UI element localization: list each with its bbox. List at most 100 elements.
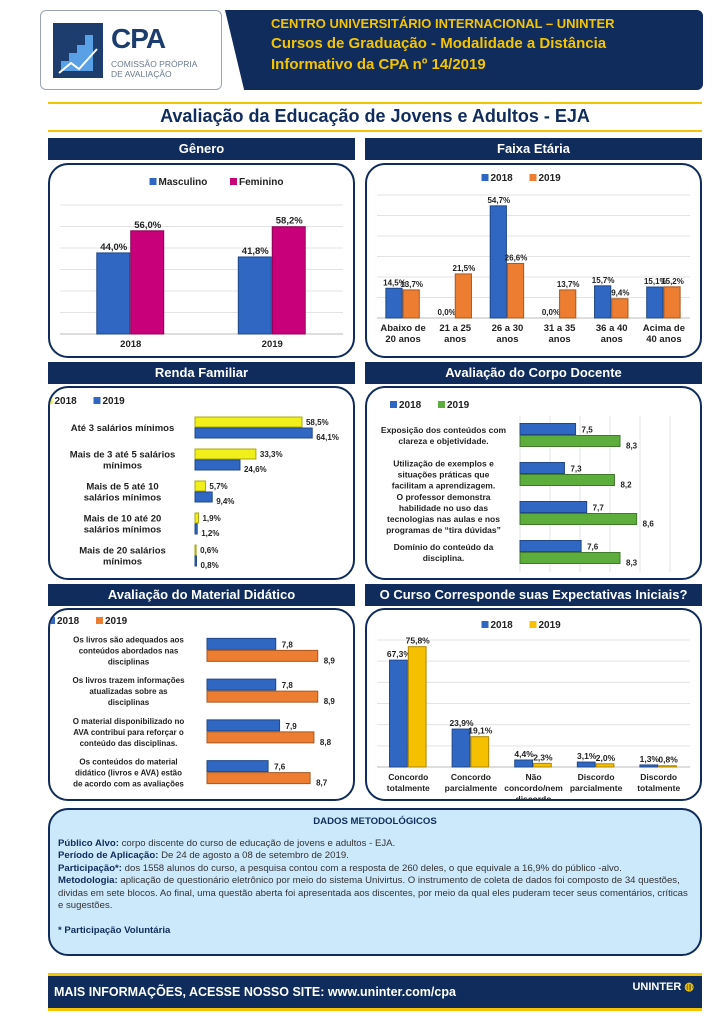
- data-label: 9,4%: [611, 289, 629, 298]
- data-label: 1,2%: [201, 529, 219, 538]
- category-label: concordo/nem: [504, 783, 563, 793]
- category-label: clareza e objetividade.: [398, 436, 488, 446]
- data-label: 9,4%: [216, 497, 234, 506]
- methodology-box: DADOS METODOLÓGICOS Público Alvo: corpo …: [48, 808, 702, 956]
- bar: [194, 555, 197, 567]
- logo-subtitle: COMISSÃO PRÓPRIA DE AVALIAÇÃO: [111, 59, 197, 79]
- data-label: 2,0%: [596, 753, 616, 763]
- category-label: 2019: [262, 339, 283, 350]
- bar: [206, 649, 319, 662]
- bar: [206, 690, 319, 703]
- category-label: Não: [525, 772, 541, 782]
- bar: [237, 256, 272, 335]
- legend-label: 2019: [539, 173, 562, 184]
- label: Participação*:: [58, 862, 122, 874]
- category-label: totalmente: [637, 783, 680, 793]
- category-label: Os livros são adequados aos: [73, 635, 184, 644]
- chart-corpo-docente: 2018 2019 7,5 8,3 Exposição dos conteúdos co…: [365, 386, 702, 580]
- bar: [489, 205, 507, 319]
- bar: [506, 262, 525, 319]
- bar: [194, 448, 257, 460]
- data-label: 14,5%: [383, 278, 406, 287]
- bar: [514, 759, 534, 768]
- bar: [559, 289, 577, 319]
- data-label: 8,9: [324, 697, 336, 706]
- bar: [407, 646, 427, 768]
- category-label: Os livros trazem informações: [72, 676, 185, 685]
- legend-swatch: [50, 397, 53, 404]
- divider: [48, 130, 702, 132]
- legend-swatch: [96, 617, 103, 624]
- category-label: 2018: [120, 339, 141, 350]
- bar: [646, 286, 664, 319]
- category-label: disciplinas: [108, 698, 150, 707]
- data-label: 4,4%: [514, 749, 534, 759]
- application-period: Período de Aplicação: De 24 de agosto a …: [58, 850, 692, 863]
- data-label: 75,8%: [406, 636, 431, 646]
- legend-label: Feminino: [239, 177, 283, 188]
- data-label: 7,8: [282, 640, 294, 649]
- target-audience: Público Alvo: corpo discente do curso de…: [58, 838, 692, 851]
- value: aplicação de questionário eletrônico por…: [58, 875, 688, 911]
- bar: [519, 435, 621, 447]
- label: Período de Aplicação:: [58, 850, 159, 861]
- category-label: de acordo com as avaliações: [73, 780, 184, 789]
- category-label: O professor demonstra: [397, 492, 491, 502]
- data-label: 7,5: [582, 426, 594, 435]
- data-label: 15,7%: [592, 276, 615, 285]
- legend-label: 2018: [491, 173, 514, 184]
- bar-chart-stairs-icon: [53, 23, 103, 78]
- bar: [385, 287, 403, 319]
- value: corpo discente do curso de educação de j…: [118, 837, 396, 849]
- legend-swatch: [390, 401, 397, 408]
- bar: [206, 678, 277, 691]
- legend-swatch: [93, 397, 101, 404]
- bar: [611, 298, 629, 319]
- footer-link[interactable]: MAIS INFORMAÇÕES, ACESSE NOSSO SITE: www…: [54, 985, 456, 999]
- data-label: 8,6: [643, 520, 655, 529]
- bulletin-number: Informativo da CPA nº 14/2019: [271, 56, 486, 73]
- data-label: 26,6%: [505, 253, 528, 262]
- legend-swatch: [149, 178, 157, 185]
- category-label: Discordo: [578, 772, 615, 782]
- data-label: 56,0%: [134, 220, 161, 231]
- category-label: 21 a 25: [439, 323, 471, 334]
- category-label: Domínio do conteúdo da: [394, 542, 494, 552]
- bar: [519, 423, 577, 435]
- legend-label: 2018: [55, 396, 78, 407]
- category-label: mínimos: [103, 557, 142, 568]
- uninter-logo-text: UNINTER: [632, 981, 682, 993]
- data-label: 33,3%: [260, 450, 283, 459]
- chart-expectativas: 2018 2019 67,3% 75,8% Concordo totalmente 23,9…: [365, 608, 702, 801]
- category-label: programas de “tira dúvidas”: [386, 525, 501, 535]
- data-label: 54,7%: [487, 196, 510, 205]
- category-label: 40 anos: [646, 334, 681, 345]
- label: Metodologia:: [58, 875, 118, 886]
- category-label: 36 a 40: [596, 323, 628, 334]
- bar: [194, 523, 198, 535]
- data-label: 2,3%: [533, 752, 553, 762]
- data-label: 58,5%: [306, 418, 329, 427]
- bar: [271, 226, 306, 335]
- section-header-docente: Avaliação do Corpo Docente: [365, 362, 702, 384]
- data-label: 21,5%: [453, 264, 476, 273]
- data-label: 23,9%: [449, 718, 474, 728]
- bar: [96, 252, 131, 335]
- category-label: tecnologias nas aulas e nos: [387, 514, 500, 524]
- category-label: Mais de 20 salários: [79, 546, 166, 557]
- category-label: Mais de 5 até 10: [86, 482, 158, 493]
- category-label: Abaixo de: [380, 323, 425, 334]
- category-label: Discordo: [640, 772, 677, 782]
- bar: [576, 761, 596, 768]
- chart-faixa-etaria: 2018 2019 14,5% 13,7% Abaixo de 20 anos 0,0% 21…: [365, 163, 702, 358]
- section-header-genero: Gênero: [48, 138, 355, 160]
- bar: [206, 731, 315, 744]
- data-label: 8,2: [620, 481, 632, 490]
- voluntary-note: * Participação Voluntária: [58, 924, 171, 936]
- bar: [206, 637, 277, 650]
- data-label: 58,2%: [276, 216, 303, 227]
- legend-label: 2019: [447, 400, 470, 411]
- legend-swatch: [438, 401, 445, 408]
- legend-label: 2018: [57, 616, 80, 627]
- category-label: Concordo: [388, 772, 428, 782]
